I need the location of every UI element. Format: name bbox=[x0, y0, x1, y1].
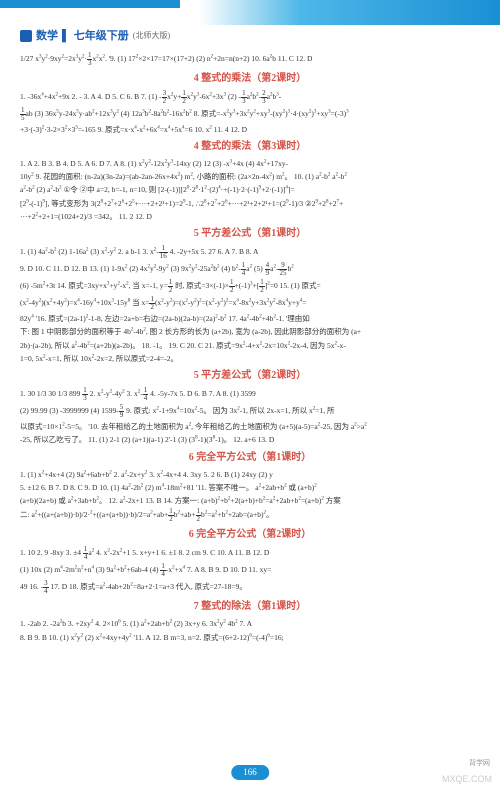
section-title: 4 整式的乘法（第3课时） bbox=[20, 139, 480, 154]
answer-line: 1. A 2. B 3. B 4. D 5. A 6. D 7. A 8. (1… bbox=[20, 158, 480, 169]
grade-label: 七年级下册 bbox=[74, 28, 129, 45]
section-title: 6 完全平方公式（第2课时） bbox=[20, 527, 480, 542]
top-banner bbox=[0, 0, 500, 25]
answer-line: +3·(-3)2·3-2×32×33=-165 9. 原式=x·x4-x2+6x… bbox=[20, 124, 480, 135]
answer-line: 二: a2+((a+(a+b))·b)/2·2+((a+(a+b))·b)/2=… bbox=[20, 508, 480, 523]
answer-line: 10y2 9. 花园的面积: (n-2a)(3n-2a)=(ab-2an-26x… bbox=[20, 171, 480, 182]
logo-icon bbox=[20, 30, 32, 42]
answer-line: 8. B 9. B 10. (1) x2y2 (2) x2+4xy+4y2 '1… bbox=[20, 632, 480, 643]
answer-line: (1) 10x (2) m4-2m2n2+n4 (3) 9a2+b2+6ab-4… bbox=[20, 563, 480, 578]
answer-line: 1. 10 2. 9 -8xy 3. ±4 14a2 4. x2-2x2+1 5… bbox=[20, 546, 480, 561]
answer-line: 1. -2ab 2. -2a2b 3. +2xy2 4. 2×106 5. (1… bbox=[20, 618, 480, 629]
answer-line: 以原式=10×12-5=5。 '10. 去年租给乙的土地面积为 a2, 今年租给… bbox=[20, 421, 480, 432]
answer-line: 1/27 x3y2·9xy2=2x3y2·13x2x2. '9. (1) 172… bbox=[20, 52, 480, 67]
section-title: 6 完全平方公式（第1课时） bbox=[20, 450, 480, 465]
answer-line: (2) 99.99 (3) -3999999 (4) 1599-59 9. 原式… bbox=[20, 404, 480, 419]
section-title: 5 平方差公式（第1课时） bbox=[20, 226, 480, 241]
answer-line: 1. (1) 4a2-b2 (2) 1-16a2 (3) x2-y2 2. a … bbox=[20, 245, 480, 260]
watermark-text: MXQE.COM bbox=[442, 773, 492, 787]
answer-line: 下: 图 1 中阴影部分的面积等于 4b2-4b2, 图 2 长方形的长为 (a… bbox=[20, 326, 480, 337]
page-number: 166 bbox=[231, 765, 269, 781]
divider: ▌ bbox=[62, 28, 70, 45]
section-title: 5 平方差公式（第2课时） bbox=[20, 368, 480, 383]
watermark-logo: 背学网 bbox=[469, 758, 490, 769]
answer-line: 1=0, 5x2-x=1, 所以 10x2-2x=2, 所以原式=2-4=-2。 bbox=[20, 353, 480, 364]
answer-line: a2-b2 (2) a2-b2 ①令 ②中 a=2, b=-1, n=10, 则… bbox=[20, 184, 480, 195]
content-area: 1/27 x3y2·9xy2=2x3y2·13x2x2. '9. (1) 172… bbox=[0, 48, 500, 675]
answer-line: 1. (1) x2+4x+4 (2) 9a2+6ab+b2 2. a2-2x+y… bbox=[20, 469, 480, 480]
answer-line: [29-(-1)9], 等式变形为 3(28+27+26+25+···+2+2¹… bbox=[20, 198, 480, 209]
version-label: (北师大版) bbox=[133, 30, 170, 42]
answer-line: ···+22+2+1=(1024+2)/3 =342。 11. 2 12. D bbox=[20, 211, 480, 222]
answer-line: 15ab (3) 36x5y-24x5y·ab2+12x3y2 (4) 12a3… bbox=[20, 107, 480, 122]
answer-line: 2b)·(a-2b), 所以 a2-4b2=(a+2b)(a-2b)。 18. … bbox=[20, 340, 480, 351]
answer-line: 1. 30 1/3 30 1/3 899 13 2. x2-y2-4y2 3. … bbox=[20, 387, 480, 402]
subject-label: 数学 bbox=[36, 28, 58, 45]
answer-line: -25, 所以乙吃亏了。 11. (1) 2-1 (2) (a+1)(a-1) … bbox=[20, 434, 480, 445]
answer-line: (a+b)(2a+b) 或 a2+3ab+b2。 12. a2-2x+1 13.… bbox=[20, 495, 480, 506]
page-header: 数学 ▌ 七年级下册 (北师大版) bbox=[0, 25, 500, 48]
answer-line: 9. D 10. C 11. D 12. B 13. (1) 1-9x2 (2)… bbox=[20, 262, 480, 277]
answer-line: (6) -5m2+3t 14. 原式=3xy+x3+y2-x2, 当 x=-1,… bbox=[20, 279, 480, 294]
answer-line: 82y4 '16. 原式=(2a-1)2-1-8, 左边=2a+b=右边=(2a… bbox=[20, 313, 480, 324]
answer-line: 1. -36x4+4x2+9x 2. - 3. A 4. D 5. C 6. B… bbox=[20, 90, 480, 105]
answer-line: 5. ±12 6. B 7. D 8. C 9. D 10. (1) 4a2-2… bbox=[20, 482, 480, 493]
section-title: 7 整式的除法（第1课时） bbox=[20, 599, 480, 614]
section-title: 4 整式的乘法（第2课时） bbox=[20, 71, 480, 86]
answer-line: (x2-4y2)(x2+4y2)=x4-16y4+10x3-15y8 当 x=1… bbox=[20, 296, 480, 311]
answer-line: 49 16. -34 17. D 18. 原式=a2-4ab+2b2=8a+2·… bbox=[20, 580, 480, 595]
